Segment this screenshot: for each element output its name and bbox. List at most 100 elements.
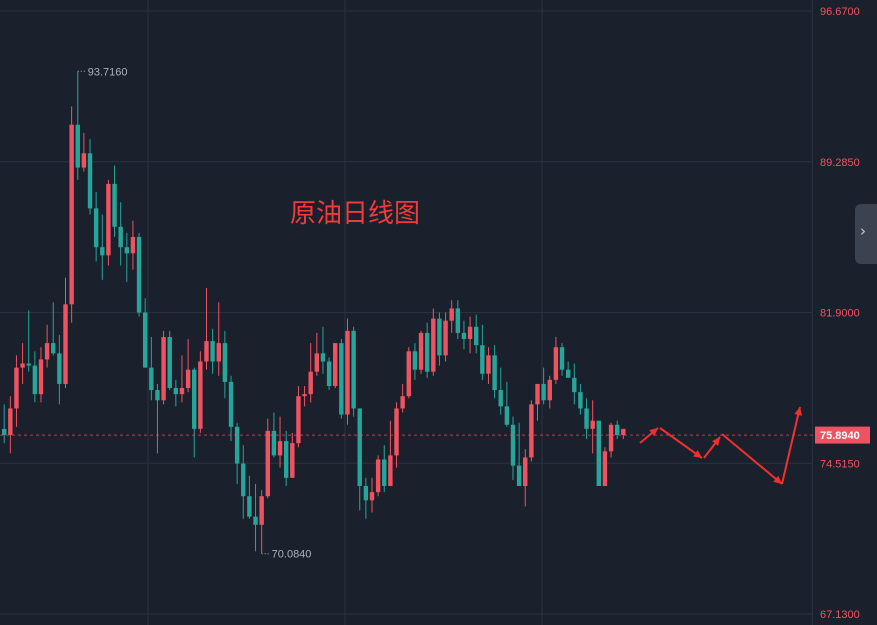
candle-body [615,424,620,435]
candle-body [106,183,111,256]
candle-body [351,330,356,409]
candle-body [345,330,350,415]
candle-body [467,326,473,340]
projection-arrow-head [794,407,802,416]
projection-arrow-head [693,450,702,458]
candle-body [431,318,436,372]
candle-body [100,247,105,256]
candle-body [388,455,393,487]
candle-body [363,486,369,501]
candle-body [222,343,228,382]
candle-body [130,236,136,254]
candle-body [87,153,93,209]
y-tick-label: 67.1300 [820,609,860,621]
y-tick-label: 96.6700 [820,6,860,18]
candle-body [541,383,546,401]
projection-arrow-shaft [659,427,703,459]
candle-body [492,355,497,391]
candle-body [192,369,197,429]
extreme-markers: 93.7160 70.0840 [77,66,312,561]
candle-body [136,236,142,313]
current-price-label: 75.8940 [820,430,860,442]
candle-body [185,369,191,389]
candle-body [290,443,295,478]
candle-body [63,304,68,384]
candle-body [590,420,595,429]
candle-body [504,406,510,425]
candle-body [259,496,264,525]
candle-body [32,365,38,395]
candle-body [118,226,123,248]
y-tick-label: 74.5150 [820,458,860,470]
candle-body [523,457,528,487]
candle-body [216,343,221,362]
projection-arrow-head [649,428,658,437]
candle-body [44,343,50,360]
candle-body [228,381,234,427]
candle-body [437,318,442,356]
candle-body [529,404,534,458]
candle-body [461,332,467,340]
y-tick-label: 81.9000 [820,308,860,320]
candle-body [75,124,80,168]
candle-body [14,367,19,409]
side-panel-toggle[interactable]: › [855,204,877,264]
candle-body [155,390,160,401]
candle-body [326,361,332,386]
chevron-right-icon: › [860,222,866,240]
candle-body [596,420,602,487]
candle-body [271,430,277,456]
projection-arrows [639,406,802,485]
candle-body [296,396,301,444]
candle-body [2,428,7,435]
projection-arrow-shaft [781,406,801,485]
candle-body [314,353,320,372]
candle-body [608,424,614,452]
candle-body [535,383,540,405]
candle-body [234,426,240,464]
candle-body [406,351,411,397]
candle-body [8,408,13,435]
candle-body [265,430,270,497]
candle-body [167,336,172,389]
candle-body [394,408,399,456]
candle-body [51,343,56,354]
candle-body [382,459,387,487]
candle-body [198,361,203,429]
candle-body [578,392,583,409]
candle-body [38,359,44,395]
price-axis: 96.6700 89.2850 81.9000 74.5150 67.1300 [820,6,860,621]
candle-body [516,465,522,487]
low-marker-label: 70.0840 [272,549,312,561]
candle-body [418,332,424,370]
candle-body [474,326,479,346]
candle-body [339,343,344,415]
candle-body [449,308,454,321]
candle-body [124,247,129,254]
candle-body [412,351,418,370]
candle-body [369,492,375,501]
candle-body [602,451,608,487]
candle-body [69,124,74,305]
candle-body [173,388,179,395]
candle-body [179,388,185,395]
candle-body [443,320,448,356]
candle-body [572,377,577,393]
candle-body [320,353,326,362]
grid-lines [0,0,813,625]
candle-body [424,332,430,372]
candle-body [510,424,516,466]
candle-body [149,367,154,391]
candle-body [621,428,626,435]
candle-body [553,347,559,380]
candle-body [26,363,31,366]
high-marker-label: 93.7160 [88,66,128,78]
candle-body [559,347,565,370]
candle-body [161,336,166,401]
candle-body [333,343,338,386]
candle-body [277,441,283,456]
candle-body [565,369,571,378]
projection-arrow-head [711,437,720,446]
candle-body [455,308,461,333]
